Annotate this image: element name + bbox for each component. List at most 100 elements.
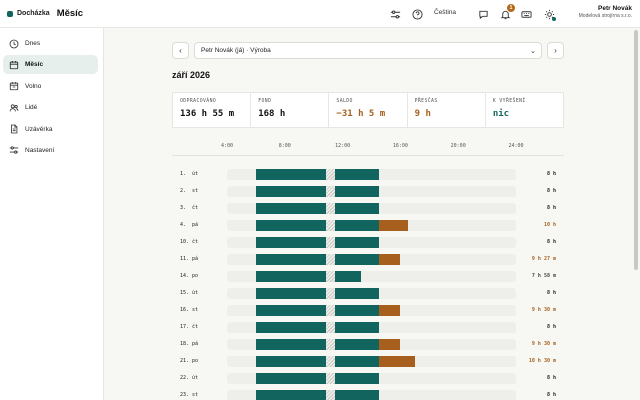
day-row[interactable]: 3. čt 8 h — [172, 202, 564, 215]
day-label: 1. út — [180, 171, 199, 177]
stat-fund: FOND 168 h — [251, 93, 330, 127]
day-row[interactable]: 16. st 9 h 30 m — [172, 304, 564, 317]
day-row[interactable]: 22. út 8 h — [172, 372, 564, 385]
day-row[interactable]: 15. út 8 h — [172, 287, 564, 300]
notification-badge: 1 — [507, 4, 515, 12]
people-icon — [9, 103, 19, 113]
stat-value: nic — [492, 109, 510, 119]
work-segment — [335, 271, 361, 282]
stat-label: K VYŘEŠENÍ — [492, 99, 526, 104]
chat-icon[interactable] — [476, 7, 490, 21]
day-timeline-track — [227, 356, 516, 367]
break-segment — [325, 254, 336, 265]
bell-icon[interactable]: 1 — [498, 4, 515, 21]
person-select[interactable]: Petr Novák (já) · Výroba ⌄ — [194, 42, 542, 59]
sidebar-item-lide[interactable]: Lidé — [3, 98, 98, 117]
day-row[interactable]: 14. po 7 h 58 m — [172, 270, 564, 283]
day-timeline-track — [227, 373, 516, 384]
brand-name: Docházka — [17, 10, 50, 17]
sliders-icon[interactable] — [388, 7, 402, 21]
day-timeline-track — [227, 220, 516, 231]
language-select[interactable]: Čeština — [434, 9, 457, 16]
stat-overtime: PŘESČAS 9 h — [408, 93, 486, 127]
hour-tick-label: 8:00 — [278, 143, 291, 149]
sidebar-item-nastaveni[interactable]: Nastavení — [3, 141, 98, 160]
day-total: 8 h — [546, 375, 556, 381]
sidebar-item-volno[interactable]: Volno — [3, 77, 98, 96]
user-name: Petr Novák — [598, 5, 632, 12]
day-row[interactable]: 17. čt 8 h — [172, 321, 564, 334]
day-total: 8 h — [546, 324, 556, 330]
sun-icon[interactable] — [542, 7, 556, 21]
sidebar-item-dnes[interactable]: Dnes — [3, 34, 98, 53]
break-segment — [325, 288, 336, 299]
day-timeline-track — [227, 339, 516, 350]
break-segment — [325, 305, 336, 316]
work-segment — [335, 339, 379, 350]
day-row[interactable]: 1. út 8 h — [172, 168, 564, 181]
chevron-down-icon: ⌄ — [530, 48, 536, 55]
day-row[interactable]: 21. po 10 h 30 m — [172, 355, 564, 368]
sidebar-item-label: Nastavení — [25, 146, 55, 154]
day-timeline-track — [227, 390, 516, 400]
clock-icon — [9, 39, 19, 49]
day-row[interactable]: 23. st 8 h — [172, 389, 564, 400]
work-segment — [335, 322, 379, 333]
work-segment — [335, 169, 379, 180]
work-segment — [255, 237, 326, 248]
work-segment — [255, 288, 326, 299]
person-select-value: Petr Novák (já) · Výroba — [201, 47, 271, 54]
help-icon[interactable] — [410, 7, 424, 21]
stat-label: SALDO — [336, 99, 353, 104]
day-row[interactable]: 10. čt 8 h — [172, 236, 564, 249]
sidebar-item-uzaverka[interactable]: Uzávěrka — [3, 120, 98, 139]
day-timeline-track — [227, 271, 516, 282]
day-row[interactable]: 18. pá 9 h 30 m — [172, 338, 564, 351]
stat-value: 136 h 55 m — [180, 109, 235, 119]
day-row[interactable]: 2. st 8 h — [172, 185, 564, 198]
previous-month-button[interactable]: ‹ — [172, 42, 189, 59]
work-segment — [255, 305, 326, 316]
stat-label: PŘESČAS — [414, 99, 438, 104]
user-menu[interactable]: Petr Novák Modelová strojírna s.r.o. — [579, 5, 632, 19]
hour-axis: 4:00 8:00 12:00 16:00 20:00 24:00 — [172, 143, 564, 153]
user-organization: Modelová strojírna s.r.o. — [578, 13, 632, 19]
top-bar: Docházka Měsíc Čeština 1 Petr Novák Mode… — [0, 0, 640, 28]
brand[interactable]: Docházka — [7, 10, 50, 17]
stat-value: −31 h 5 m — [336, 109, 386, 119]
break-segment — [325, 186, 336, 197]
day-label: 4. pá — [180, 222, 199, 228]
day-row[interactable]: 11. pá 9 h 27 m — [172, 253, 564, 266]
sidebar-item-label: Volno — [25, 82, 42, 90]
hour-tick-label: 4:00 — [220, 143, 234, 149]
scrollbar[interactable] — [634, 30, 638, 270]
keyboard-icon[interactable] — [519, 7, 533, 21]
stat-to-resolve: K VYŘEŠENÍ nic — [486, 93, 563, 127]
overtime-segment — [378, 220, 408, 231]
day-total: 7 h 58 m — [531, 273, 556, 279]
day-total: 10 h — [543, 222, 556, 228]
status-dot — [552, 17, 556, 21]
day-timeline-track — [227, 237, 516, 248]
sidebar-item-label: Lidé — [25, 104, 38, 112]
day-timeline-track — [227, 288, 516, 299]
work-segment — [335, 237, 379, 248]
hour-tick-label: 16:00 — [392, 143, 408, 149]
day-total: 8 h — [546, 171, 556, 177]
calendar-off-icon — [9, 81, 19, 91]
next-month-button[interactable]: › — [547, 42, 564, 59]
day-label: 16. st — [180, 307, 199, 313]
work-segment — [255, 390, 326, 400]
work-segment — [335, 254, 379, 265]
day-total: 8 h — [546, 188, 556, 194]
stat-value: 168 h — [258, 109, 286, 119]
sidebar-item-mesic[interactable]: Měsíc — [3, 55, 98, 75]
day-label: 2. st — [180, 188, 199, 194]
day-total: 8 h — [546, 392, 556, 398]
day-label: 15. út — [180, 290, 199, 296]
work-segment — [255, 339, 326, 350]
day-row[interactable]: 4. pá 10 h — [172, 219, 564, 232]
axis-divider — [172, 155, 564, 156]
break-segment — [325, 322, 336, 333]
page-heading: Měsíc — [56, 8, 84, 19]
